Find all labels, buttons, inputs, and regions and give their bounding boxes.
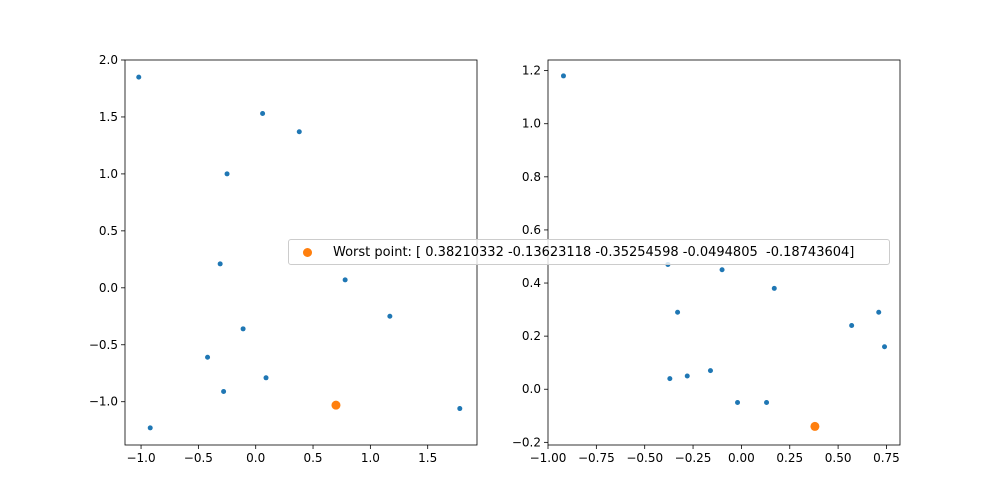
data-point: [217, 261, 223, 267]
data-point: [764, 400, 770, 406]
x-tick-label: −0.75: [578, 451, 615, 465]
worst-point-marker: [810, 421, 820, 431]
x-tick-label: −1.00: [530, 451, 567, 465]
x-tick-label: 1.5: [418, 451, 437, 465]
x-tick-label: −1.0: [126, 451, 155, 465]
data-point: [849, 323, 855, 329]
data-point: [684, 373, 690, 379]
left-scatter-axes: −1.0 −0.5 0.0 0.5 1.0 1.5 −1.0 −0.5 0.0 0.5 1.0 1.5…: [89, 53, 478, 465]
data-point: [675, 309, 681, 315]
data-point: [882, 344, 888, 350]
x-tick-label: 0.00: [728, 451, 755, 465]
y-tick-label: 0.5: [99, 224, 118, 238]
data-point: [136, 74, 142, 80]
y-tick-label: 1.5: [99, 110, 118, 124]
data-point: [387, 313, 393, 319]
data-point: [260, 111, 266, 117]
y-tick-label: 1.2: [522, 64, 541, 78]
data-point: [719, 267, 725, 273]
y-tick-label: 0.2: [522, 329, 541, 343]
data-point: [876, 309, 882, 315]
data-point: [771, 285, 777, 291]
legend-label: Worst point: [ 0.38210332 -0.13623118 -0…: [333, 245, 855, 260]
y-tick-label: 0.6: [522, 223, 541, 237]
data-point: [735, 400, 741, 406]
y-tick-label: −1.0: [89, 395, 118, 409]
data-point: [221, 388, 227, 394]
legend-marker-worst-point: [303, 248, 312, 257]
data-point: [667, 376, 673, 382]
y-tick-label: −0.2: [512, 435, 541, 449]
x-tick-label: 0.0: [246, 451, 265, 465]
data-point: [205, 354, 211, 360]
y-tick-label: 2.0: [99, 53, 118, 67]
x-tick-label: 0.25: [776, 451, 803, 465]
data-point: [147, 425, 153, 431]
x-tick-label: 0.5: [303, 451, 322, 465]
x-tick-label: −0.5: [184, 451, 213, 465]
x-tick-label: 0.75: [873, 451, 900, 465]
data-point: [457, 406, 463, 412]
data-point: [296, 129, 302, 135]
y-tick-label: 0.0: [99, 281, 118, 295]
right-scatter-axes: −1.00 −0.75 −0.50 −0.25 0.00 0.25 0.50 0.75 −0.2…: [512, 59, 901, 465]
y-tick-label: 1.0: [522, 117, 541, 131]
y-tick-label: 1.0: [99, 167, 118, 181]
data-point: [707, 368, 713, 374]
y-tick-label: 0.0: [522, 382, 541, 396]
data-point: [342, 277, 348, 283]
data-point: [240, 326, 246, 332]
y-tick-label: −0.5: [89, 338, 118, 352]
x-tick-label: 1.0: [361, 451, 380, 465]
y-tick-label: 0.8: [522, 170, 541, 184]
x-tick-label: −0.25: [675, 451, 712, 465]
data-point: [560, 73, 566, 79]
legend: Worst point: [ 0.38210332 -0.13623118 -0…: [288, 239, 890, 265]
data-point: [224, 171, 230, 177]
y-tick-label: 0.4: [522, 276, 541, 290]
worst-point-marker: [331, 400, 341, 410]
data-point: [263, 375, 269, 381]
x-tick-label: −0.50: [626, 451, 663, 465]
x-tick-label: 0.50: [825, 451, 852, 465]
